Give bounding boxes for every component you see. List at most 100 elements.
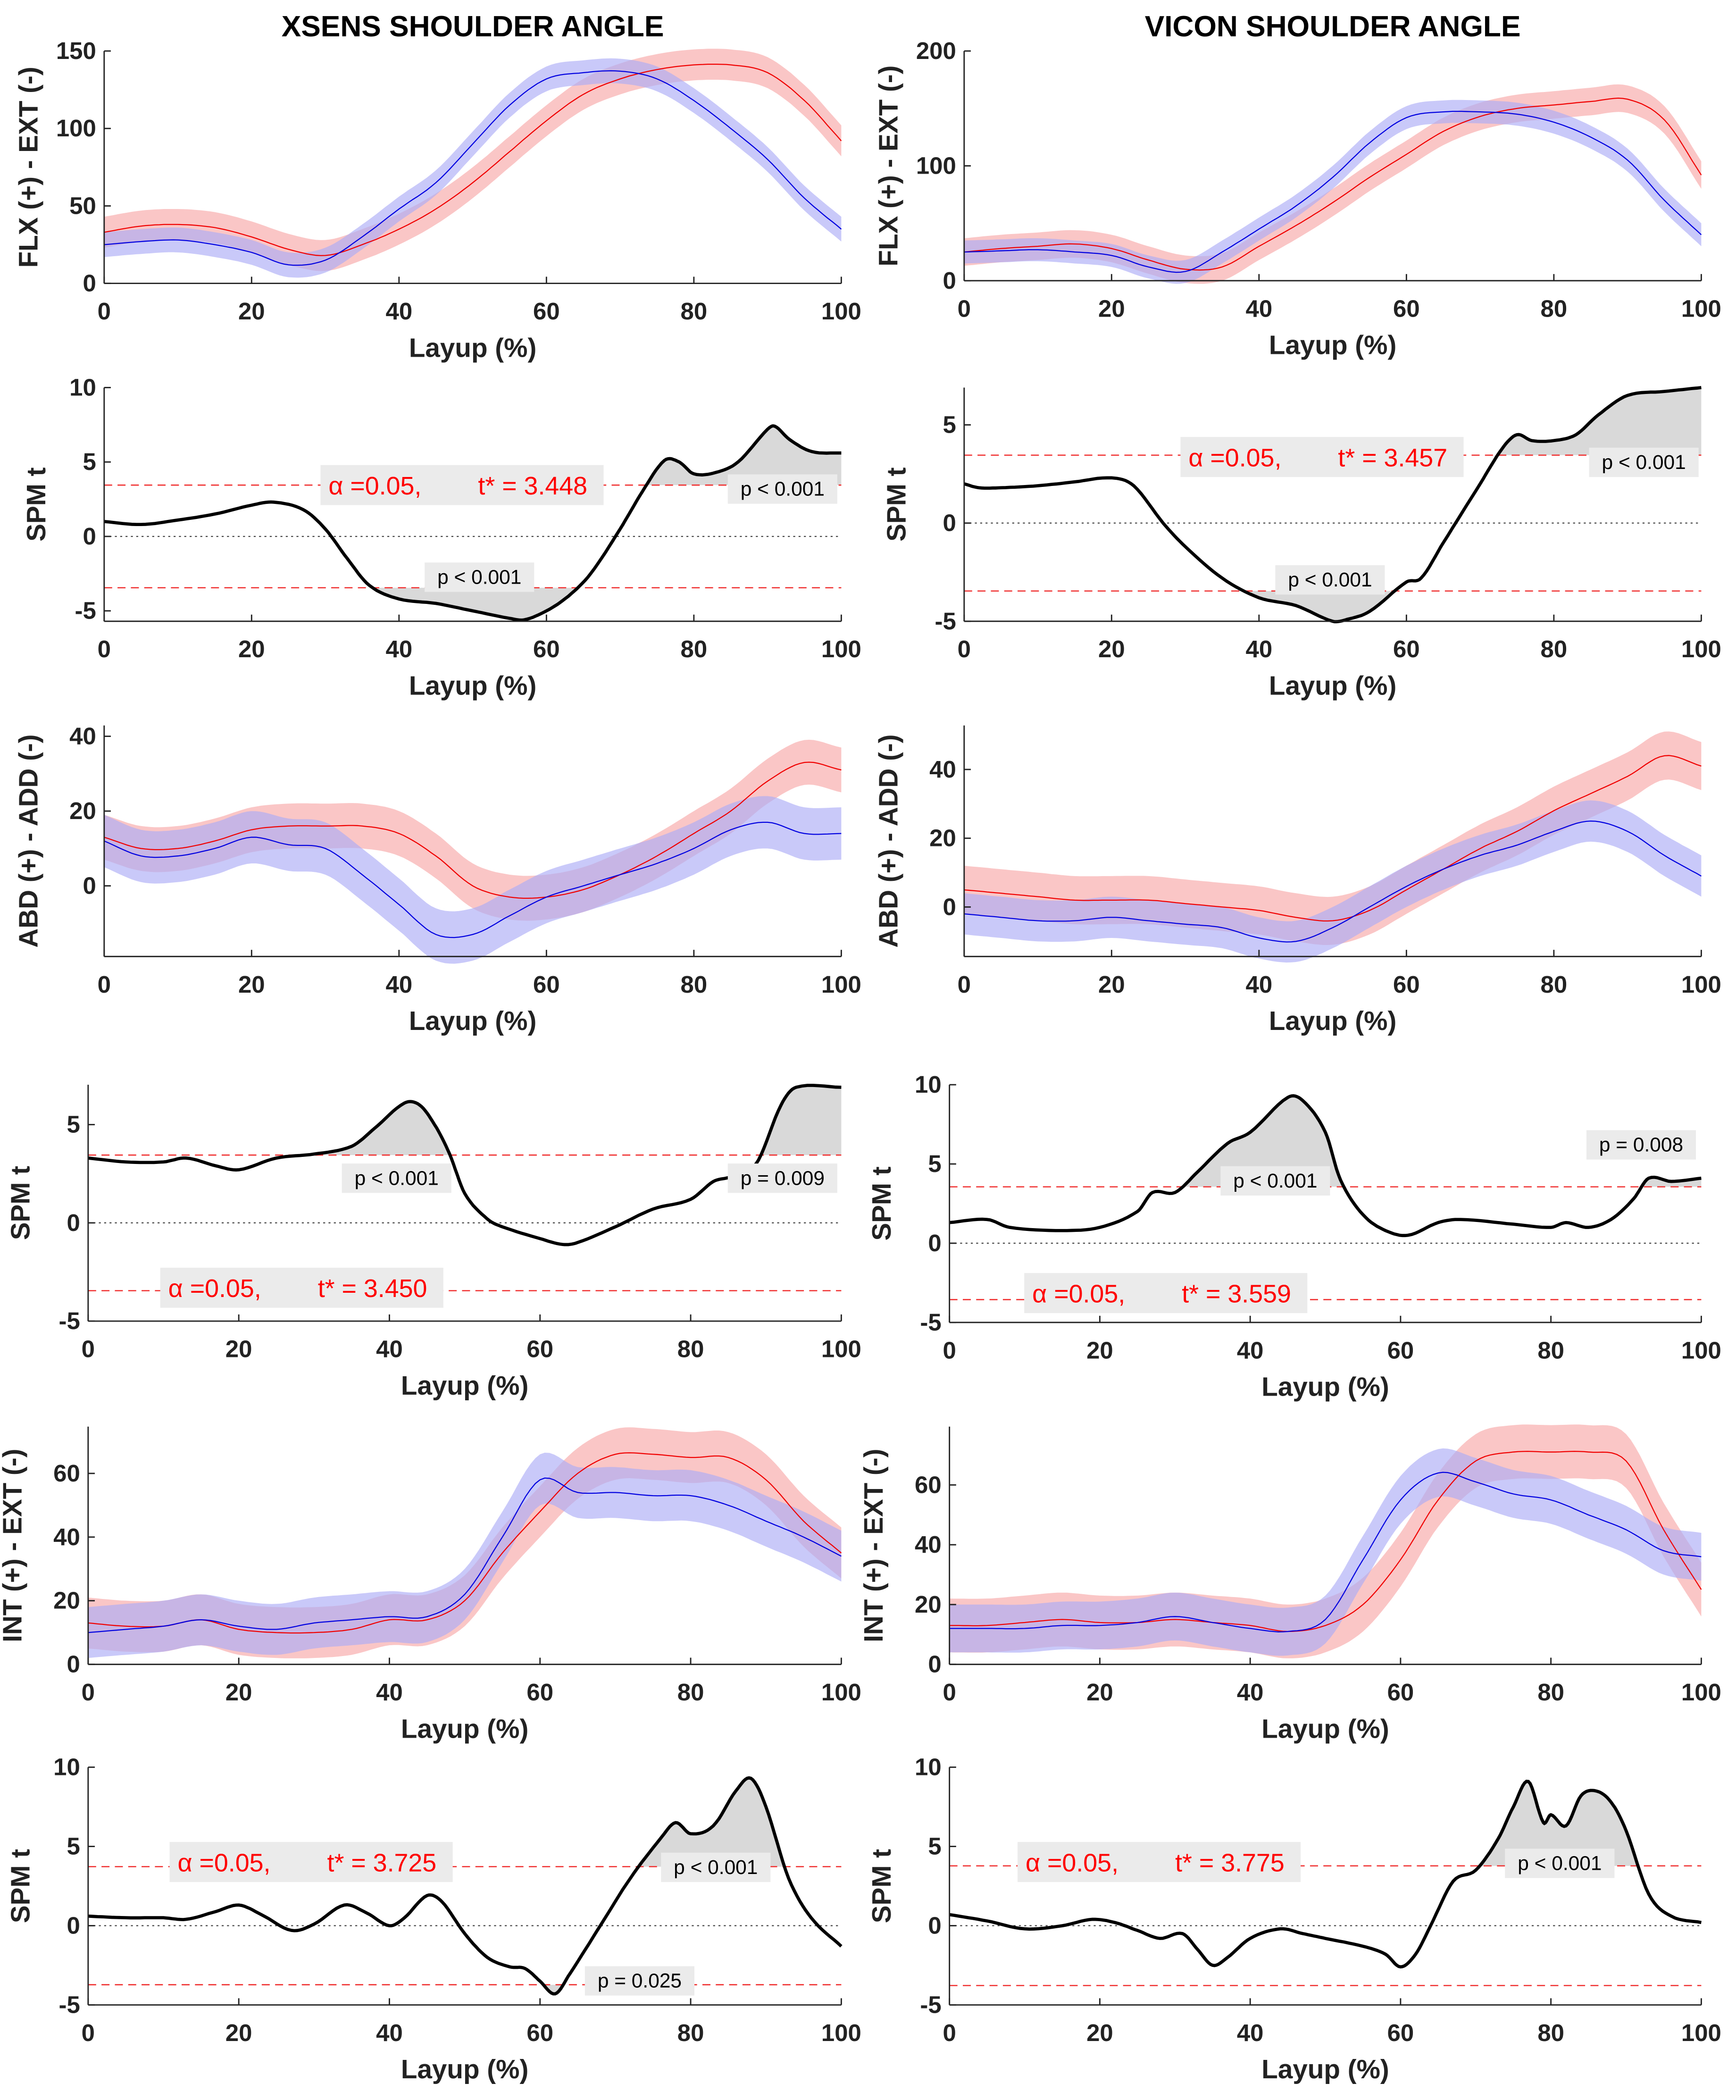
y-axis-label: INT (+) - EXT (-): [0, 1449, 27, 1642]
cluster-p-value: p < 0.001: [437, 566, 521, 588]
y-tick-label: -5: [75, 597, 96, 624]
cluster-p-label-box: [1220, 1166, 1330, 1196]
tstar-label: t* = 3.448: [478, 472, 587, 500]
x-tick-label: 60: [1387, 2019, 1414, 2046]
x-axis-label: Layup (%): [1269, 1006, 1396, 1036]
red-mean-line: [964, 755, 1702, 922]
cluster-p-label-box: [1275, 565, 1385, 595]
cluster-p-value: p < 0.001: [1288, 569, 1372, 591]
y-tick-label: 0: [83, 270, 96, 297]
x-tick-label: 80: [1537, 1337, 1564, 1364]
x-tick-label: 100: [1681, 1337, 1721, 1364]
x-tick-label: 60: [1393, 636, 1420, 662]
panel-xsens-rotation-spm: α =0.05, t* = 3.725 p < 0.001 p = 0.025 0 20 4…: [5, 1754, 861, 2084]
cluster-p-label-box: [727, 1163, 837, 1193]
x-tick-label: 100: [821, 971, 861, 998]
panel-vicon-abduction: 0 20 40 60 80 100 0 20 40 Layup (%) ABD (+) - ADD …: [873, 725, 1721, 1036]
x-tick-label: 40: [1237, 1337, 1264, 1364]
y-axis-label: SPM t: [881, 467, 911, 541]
tstar-label: t* = 3.725: [327, 1849, 437, 1877]
cluster-p-value: p < 0.001: [1233, 1170, 1317, 1192]
blue-mean-line: [104, 70, 842, 266]
red-sd-band: [964, 731, 1702, 945]
y-tick-label: 5: [67, 1111, 80, 1138]
cluster-p-label-box: [1586, 1130, 1696, 1160]
blue-sd-band: [949, 1448, 1702, 1656]
y-tick-label: 5: [67, 1833, 80, 1860]
x-axis-label: Layup (%): [1269, 671, 1396, 701]
y-axis-label: FLX (+) - EXT (-): [13, 67, 43, 268]
alpha-label: α =0.05,: [1188, 443, 1281, 472]
tstar-label: t* = 3.559: [1182, 1280, 1291, 1308]
panel-xsens-rotation: 0 20 40 60 80 100 0 20 40 60 Layup (%) INT (+) - EX…: [0, 1426, 861, 1743]
x-tick-label: 100: [821, 636, 861, 662]
x-tick-label: 40: [376, 1336, 403, 1363]
tstar-label: t* = 3.775: [1175, 1849, 1285, 1877]
x-tick-label: 80: [1541, 295, 1568, 322]
x-tick-label: 60: [1387, 1337, 1414, 1364]
cluster-above-threshold: [964, 387, 1702, 455]
x-tick-label: 0: [943, 2019, 956, 2046]
y-tick-label: 10: [915, 1071, 942, 1098]
x-tick-label: 40: [385, 636, 412, 662]
x-tick-label: 0: [98, 298, 111, 325]
cluster-below-threshold: [964, 591, 1702, 622]
panel-xsens-abduction: 0 20 40 60 80 100 0 20 40 Layup (%) ABD (+) - ADD …: [13, 723, 861, 1036]
cluster-p-value: p < 0.001: [1602, 451, 1686, 473]
title-left: XSENS SHOULDER ANGLE: [282, 10, 664, 43]
blue-sd-band: [104, 796, 842, 964]
y-axis-label: INT (+) - EXT (-): [859, 1449, 888, 1642]
alpha-label: α =0.05,: [1032, 1280, 1125, 1308]
threshold-label-box: [320, 465, 604, 505]
cluster-p-label-box: [342, 1163, 451, 1193]
x-tick-label: 20: [225, 2019, 252, 2046]
x-tick-label: 60: [533, 971, 560, 998]
spm-t-curve: [88, 1776, 843, 1996]
x-tick-label: 60: [533, 636, 560, 662]
x-axis-label: Layup (%): [1261, 2054, 1389, 2084]
y-axis-label: SPM t: [5, 1849, 35, 1923]
x-tick-label: 0: [943, 1679, 956, 1706]
y-tick-label: 40: [929, 756, 956, 783]
x-tick-label: 0: [958, 636, 971, 662]
cluster-p-value: p < 0.001: [741, 478, 825, 500]
y-axis-label: SPM t: [21, 467, 51, 541]
x-tick-label: 20: [238, 636, 265, 662]
x-tick-label: 40: [1237, 2019, 1264, 2046]
y-tick-label: 10: [53, 1754, 80, 1781]
x-tick-label: 60: [533, 298, 560, 325]
x-tick-label: 100: [821, 1336, 861, 1363]
x-tick-label: 80: [1537, 2019, 1564, 2046]
x-tick-label: 20: [1098, 295, 1125, 322]
panel-vicon-flexion: 0 20 40 60 80 100 0 100 200 Layup (%) FLX (+) - EX…: [873, 37, 1721, 360]
x-tick-label: 100: [1681, 295, 1721, 322]
cluster-p-value: p < 0.001: [674, 1856, 758, 1878]
y-tick-label: 20: [915, 1591, 942, 1618]
cluster-p-value: p = 0.025: [598, 1970, 682, 1992]
x-tick-label: 60: [526, 1679, 553, 1706]
x-tick-label: 80: [1541, 971, 1568, 998]
y-tick-label: 40: [915, 1531, 942, 1558]
x-tick-label: 40: [1246, 636, 1273, 662]
x-tick-label: 0: [82, 1679, 95, 1706]
cluster-p-value: p < 0.001: [1518, 1852, 1602, 1874]
x-tick-label: 80: [681, 636, 708, 662]
threshold-label-box: [1024, 1273, 1308, 1314]
y-axis-label: FLX (+) - EXT (-): [873, 65, 903, 266]
x-tick-label: 0: [98, 971, 111, 998]
x-tick-label: 100: [821, 2019, 861, 2046]
spm-t-curve: [963, 386, 1702, 624]
x-tick-label: 60: [1393, 971, 1420, 998]
y-tick-label: 100: [916, 152, 956, 179]
x-axis-label: Layup (%): [401, 1714, 528, 1743]
y-tick-label: 0: [943, 510, 956, 536]
alpha-label: α =0.05,: [168, 1274, 261, 1303]
y-axis-label: ABD (+) - ADD (-): [873, 734, 903, 947]
y-axis-label: SPM t: [5, 1166, 35, 1240]
blue-sd-band: [964, 800, 1702, 963]
red-sd-band: [104, 49, 842, 271]
y-axis-label: ABD (+) - ADD (-): [13, 734, 43, 947]
y-tick-label: -5: [935, 608, 956, 635]
y-axis-label: SPM t: [867, 1166, 896, 1240]
